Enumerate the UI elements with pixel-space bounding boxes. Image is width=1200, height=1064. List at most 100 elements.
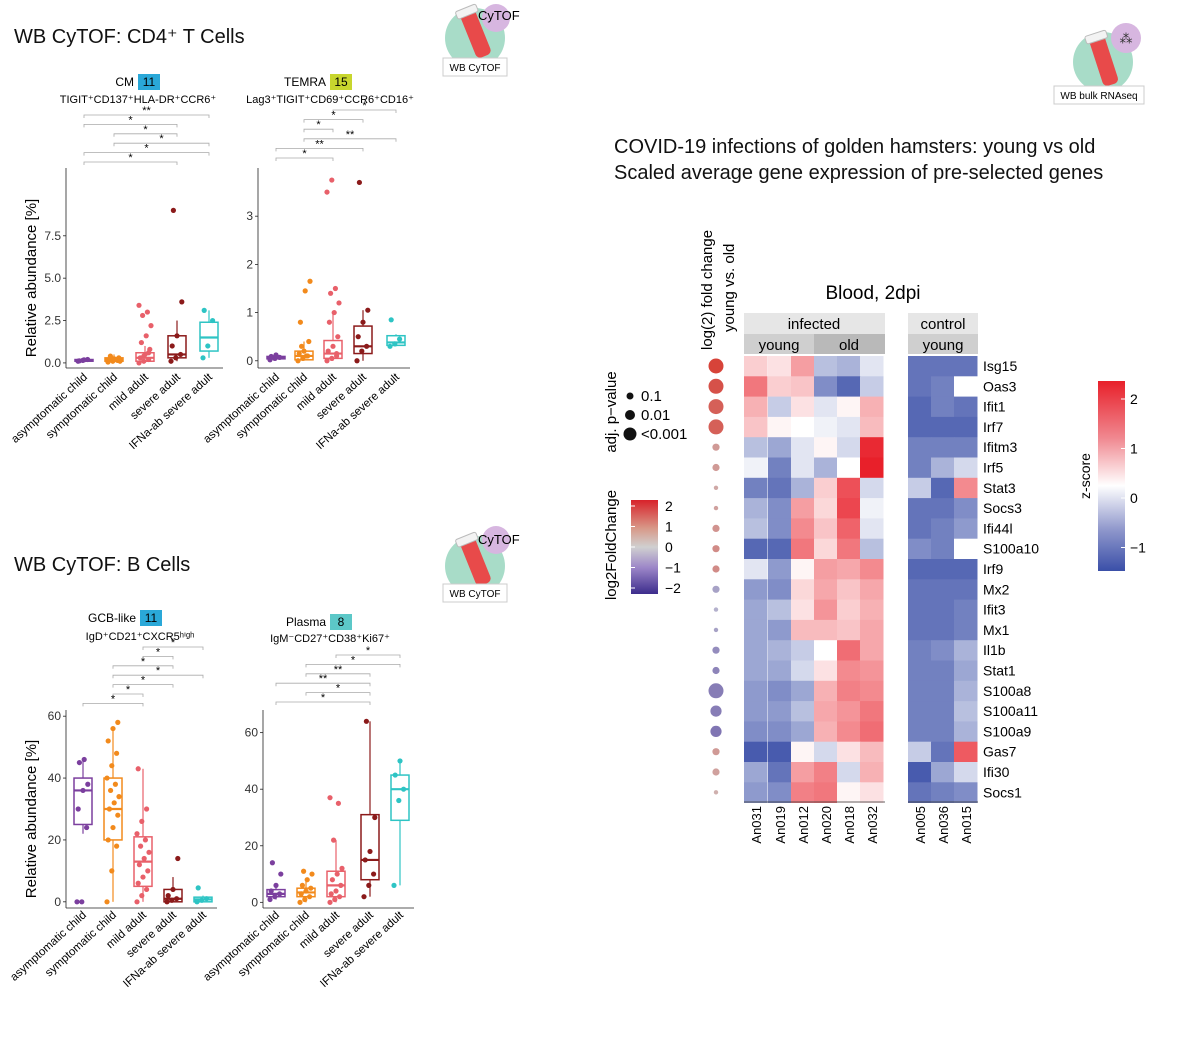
significance-label: *: [141, 656, 146, 668]
heatmap-cell: [931, 416, 955, 438]
heatmap-cell: [791, 680, 815, 702]
data-point: [267, 896, 273, 903]
heatmap-cell: [791, 782, 815, 803]
box-plots: CM 11TIGIT⁺CD137⁺HLA-DR⁺CCR6⁺*******0.02.…: [8, 74, 414, 990]
boxplot-cm: CM 11TIGIT⁺CD137⁺HLA-DR⁺CCR6⁺*******0.02.…: [9, 74, 223, 452]
sample-label: An020: [819, 806, 834, 844]
heatmap-cell: [860, 559, 884, 580]
boxplot-plasma: Plasma 8IgM⁻CD27⁺CD38⁺Ki67⁺********020406…: [201, 614, 414, 990]
lfc-tick-label: 0: [665, 539, 673, 555]
heatmap-cell: [791, 518, 815, 540]
heatmap-cell: [908, 721, 932, 743]
heatmap-cell: [768, 437, 792, 458]
logfc-dot: [708, 419, 724, 435]
heatmap-cell: [908, 640, 932, 661]
data-point: [363, 718, 369, 724]
data-point: [80, 787, 86, 794]
data-point: [307, 278, 313, 284]
rnaseq-caption-box: [1053, 85, 1145, 105]
lfc-tick-label: −1: [665, 560, 681, 576]
heatmap-cell: [791, 640, 815, 661]
gene-label: Ifi30: [983, 764, 1010, 780]
tcells-header: WB CyTOF: CD4⁺ T Cells: [14, 26, 245, 48]
heatmap-cell: [931, 640, 955, 661]
data-point: [140, 874, 146, 880]
heatmap-cell: [837, 579, 861, 600]
data-point: [333, 888, 339, 894]
heatmap-cell: [814, 599, 838, 621]
data-point: [74, 899, 80, 905]
data-point: [107, 353, 113, 359]
heatmap-cell: [954, 680, 978, 702]
gene-label: Irf9: [983, 561, 1003, 577]
heatmap-cell: [791, 599, 815, 621]
data-point: [303, 888, 309, 894]
heatmap-cell: [931, 518, 955, 540]
heatmap-cell: [860, 660, 884, 682]
heatmap-cell: [814, 498, 838, 519]
significance-label: *: [156, 665, 161, 677]
heatmap-cell: [931, 741, 955, 763]
strip-control-young: [908, 334, 978, 354]
heatmap-cell: [768, 599, 792, 621]
y-tick-label: 20: [48, 833, 62, 847]
heatmap-cell: [837, 376, 861, 397]
box-group-0: [74, 356, 94, 364]
gene-label: Irf5: [983, 460, 1003, 476]
data-point: [273, 352, 279, 358]
heatmap-cell: [791, 762, 815, 783]
box-group-3: [163, 855, 183, 905]
data-point: [397, 336, 403, 342]
data-point: [360, 319, 366, 325]
box-group-4: [199, 307, 219, 361]
data-point: [144, 309, 150, 315]
gene-label: Ifi44l: [983, 520, 1013, 536]
heatmap-cell: [744, 457, 768, 479]
zscore-tick-label: 0: [1130, 490, 1138, 506]
rnaseq-badge-icon: [1111, 23, 1141, 53]
heatmap-cell: [837, 498, 861, 519]
logfc-dot: [712, 768, 720, 776]
heatmap-cell: [814, 477, 838, 499]
heatmap-cell: [837, 518, 861, 540]
gene-label: S100a11: [983, 703, 1038, 719]
heatmap-cell: [908, 498, 932, 519]
data-point: [145, 868, 151, 874]
data-point: [299, 882, 305, 888]
box-group-4: [193, 885, 213, 905]
y-tick-label: 1: [246, 306, 253, 320]
significance-label: *: [141, 675, 146, 687]
significance-label: *: [144, 143, 149, 155]
data-point: [297, 319, 303, 325]
data-point: [135, 880, 141, 886]
heatmap-cell: [814, 762, 838, 783]
logfc-dot: [713, 627, 719, 633]
heatmap-cell: [954, 721, 978, 743]
heatmap-cell: [908, 762, 932, 783]
heatmap-cell: [744, 640, 768, 661]
box-group-3: [360, 718, 380, 900]
y-axis-label: Relative abundance [%]: [23, 199, 40, 357]
padj-legend-label: 0.1: [641, 388, 662, 405]
logfc-dot: [712, 585, 720, 593]
y-tick-label: 20: [245, 839, 259, 853]
boxplot-temra: TEMRA 15Lag3⁺TIGIT⁺CD69⁺CCR6⁺CD16⁺*******…: [201, 74, 414, 452]
heatmap-cell: [791, 579, 815, 600]
heatmap-cell: [814, 356, 838, 377]
box-group-4: [390, 758, 410, 888]
heatmap-cell: [814, 619, 838, 641]
sample-label: An005: [913, 806, 928, 844]
data-point: [75, 806, 81, 812]
significance-label: *: [336, 683, 341, 695]
heatmap-cell: [954, 599, 978, 621]
y-tick-label: 7.5: [44, 229, 61, 243]
heatmap-cell: [931, 538, 955, 560]
data-point: [308, 885, 314, 891]
heatmap-cell: [908, 457, 932, 479]
heatmap-cell: [837, 538, 861, 560]
heatmap-cell: [908, 477, 932, 499]
y-tick-label: 0: [54, 895, 61, 909]
gene-label: Mx1: [983, 622, 1010, 638]
data-point: [138, 843, 144, 849]
box-group-0: [73, 756, 93, 905]
